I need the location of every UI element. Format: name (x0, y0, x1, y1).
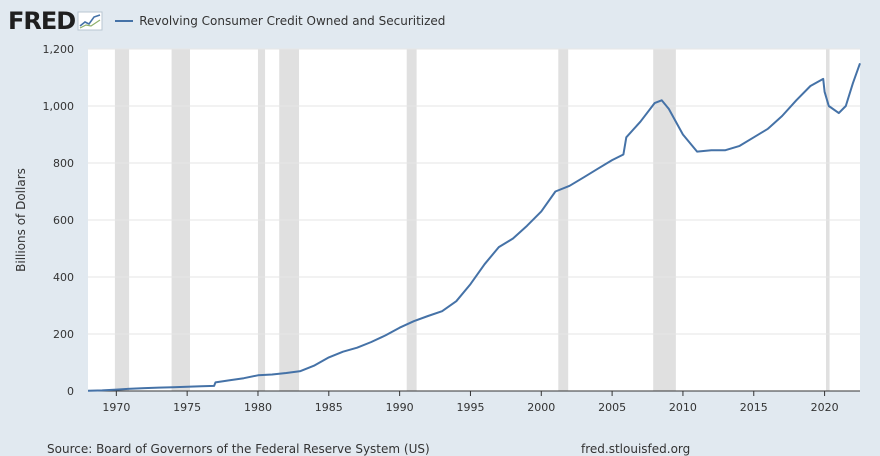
x-tick-label: 1970 (102, 401, 130, 414)
series-line (87, 62, 861, 392)
legend-swatch (115, 20, 134, 22)
gridlines (88, 48, 860, 392)
x-tick-label: 2010 (669, 401, 697, 414)
trend-chart-icon (77, 11, 103, 31)
series-layer (87, 62, 861, 392)
x-tick-label: 1975 (173, 401, 201, 414)
y-tick-label: 0 (67, 385, 74, 398)
y-tick-label: 600 (53, 214, 74, 227)
y-tick-label: 800 (53, 157, 74, 170)
y-tick-label: 1,200 (43, 43, 75, 56)
legend: Revolving Consumer Credit Owned and Secu… (115, 14, 445, 28)
y-tick-label: 200 (53, 328, 74, 341)
x-tick-label: 2020 (811, 401, 839, 414)
y-axis-ticks: 0 200 400 600 800 1,000 1,200 (43, 43, 75, 398)
x-tick-label: 2015 (740, 401, 768, 414)
fred-logo[interactable]: FRED (8, 7, 76, 35)
legend-label: Revolving Consumer Credit Owned and Secu… (139, 14, 446, 28)
x-tick-label: 1995 (456, 401, 484, 414)
x-tick-label: 1980 (244, 401, 272, 414)
chart-header: FRED Revolving Consumer Credit Owned and… (8, 6, 445, 36)
source-note: Source: Board of Governors of the Federa… (47, 442, 430, 456)
y-axis-label: Billions of Dollars (14, 168, 28, 272)
y-tick-label: 1,000 (43, 100, 75, 113)
site-link[interactable]: fred.stlouisfed.org (581, 442, 691, 456)
x-axis-ticks: 1970 1975 1980 1985 1990 1995 2000 2005 2010 2015… (102, 391, 839, 414)
x-tick-label: 1985 (315, 401, 343, 414)
x-tick-label: 2005 (598, 401, 626, 414)
y-tick-label: 400 (53, 271, 74, 284)
x-tick-label: 2000 (527, 401, 555, 414)
x-tick-label: 1990 (386, 401, 414, 414)
